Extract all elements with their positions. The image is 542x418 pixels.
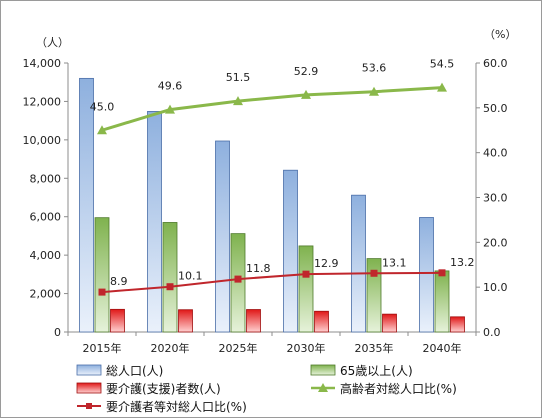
left-tick-label: 10,000 xyxy=(23,134,62,147)
labels-group: 45.0 49.6 51.5 52.9 53.6 54.5 8.9 10.1 11.8 12.9 1… xyxy=(90,58,475,288)
care-ratio-line xyxy=(101,271,443,294)
bar-care-recipients xyxy=(110,308,125,333)
elderly-ratio-marker xyxy=(437,82,447,92)
x-tick-label: 2040年 xyxy=(423,341,462,355)
care-ratio-marker xyxy=(234,275,242,283)
care-ratio-data-label: 13.2 xyxy=(450,256,475,269)
care-ratio-marker xyxy=(98,288,106,296)
left-tick-label: 8,000 xyxy=(30,172,62,185)
axes-group: 0 2,000 4,000 6,000 8,000 10,000 12,000 14,000 0… xyxy=(23,28,517,355)
right-tick-label: 60.0 xyxy=(483,57,508,70)
bar-care-recipients xyxy=(314,310,329,333)
bar-elderly-population xyxy=(94,217,110,333)
elderly-ratio-marker xyxy=(301,89,311,99)
left-tick-label: 14,000 xyxy=(23,57,62,70)
right-tick-label: 0.0 xyxy=(483,326,501,339)
bars-group xyxy=(79,77,465,333)
legend-label-care-ratio: 要介護者等対総人口比(%) xyxy=(106,399,247,414)
legend-marker-elderly-ratio xyxy=(318,383,328,392)
bar-total-population xyxy=(283,169,298,333)
care-ratio-marker xyxy=(370,269,378,277)
bar-total-population xyxy=(351,194,366,333)
legend: 総人口(人) 65歳以上(人) 要介護(支援)者数(人) 高齢者対総人口比(%)… xyxy=(76,364,457,414)
bar-care-recipients xyxy=(178,309,193,333)
care-ratio-data-label: 8.9 xyxy=(110,275,128,288)
care-ratio-data-label: 13.1 xyxy=(382,256,407,269)
care-ratio-data-label: 11.8 xyxy=(246,262,271,275)
lines-group xyxy=(97,82,447,296)
care-ratio-data-label: 12.9 xyxy=(314,257,339,270)
left-tick-label: 0 xyxy=(54,326,61,339)
elderly-ratio-marker xyxy=(97,125,107,135)
bar-elderly-population xyxy=(434,270,450,333)
x-tick-label: 2025年 xyxy=(219,341,258,355)
elderly-ratio-data-label: 53.6 xyxy=(362,62,387,75)
right-tick-label: 40.0 xyxy=(483,147,508,160)
bar-elderly-population xyxy=(298,245,314,333)
legend-swatch-care xyxy=(76,382,102,394)
right-tick-label: 30.0 xyxy=(483,192,508,205)
legend-label-care: 要介護(支援)者数(人) xyxy=(106,381,221,396)
care-ratio-marker xyxy=(166,283,174,291)
elderly-ratio-data-label: 45.0 xyxy=(90,100,115,113)
right-tick-label: 50.0 xyxy=(483,102,508,115)
bar-total-population xyxy=(147,111,162,333)
bar-elderly-population xyxy=(230,233,246,333)
elderly-ratio-data-label: 51.5 xyxy=(226,71,251,84)
care-ratio-data-label: 10.1 xyxy=(178,270,203,283)
bar-care-recipients xyxy=(246,309,261,333)
elderly-ratio-marker xyxy=(369,86,379,96)
legend-label-elderly-ratio: 高齢者対総人口比(%) xyxy=(340,381,457,396)
x-tick-label: 2030年 xyxy=(287,341,326,355)
elderly-ratio-data-label: 52.9 xyxy=(294,65,319,78)
legend-swatch-total xyxy=(76,364,102,376)
elderly-ratio-data-label: 49.6 xyxy=(158,80,183,93)
legend-label-elderly: 65歳以上(人) xyxy=(340,364,413,378)
care-ratio-marker xyxy=(438,269,446,277)
left-tick-label: 4,000 xyxy=(30,249,62,262)
left-axis-unit: （人） xyxy=(36,36,69,49)
bar-elderly-population xyxy=(162,222,178,333)
left-tick-label: 2,000 xyxy=(30,288,62,301)
left-tick-label: 12,000 xyxy=(23,95,62,108)
legend-swatch-elderly xyxy=(310,364,336,376)
bar-elderly-population xyxy=(366,258,382,333)
legend-marker-care-ratio xyxy=(86,403,92,409)
bar-care-recipients xyxy=(450,316,465,333)
x-tick-label: 2035年 xyxy=(355,341,394,355)
left-tick-label: 6,000 xyxy=(30,211,62,224)
right-tick-label: 20.0 xyxy=(483,236,508,249)
x-tick-label: 2015年 xyxy=(83,341,122,355)
care-ratio-marker xyxy=(302,270,310,278)
elderly-ratio-marker xyxy=(233,96,243,106)
right-axis-unit: （%） xyxy=(484,28,516,41)
bar-total-population xyxy=(215,140,230,333)
bar-care-recipients xyxy=(382,313,397,333)
x-tick-label: 2020年 xyxy=(151,341,190,355)
bar-total-population xyxy=(419,217,434,333)
elderly-ratio-data-label: 54.5 xyxy=(430,58,455,71)
elderly-ratio-marker xyxy=(165,104,175,114)
right-tick-label: 10.0 xyxy=(483,281,508,294)
legend-label-total: 総人口(人) xyxy=(106,364,163,378)
bar-total-population xyxy=(79,77,94,333)
elderly-ratio-line xyxy=(101,86,443,132)
